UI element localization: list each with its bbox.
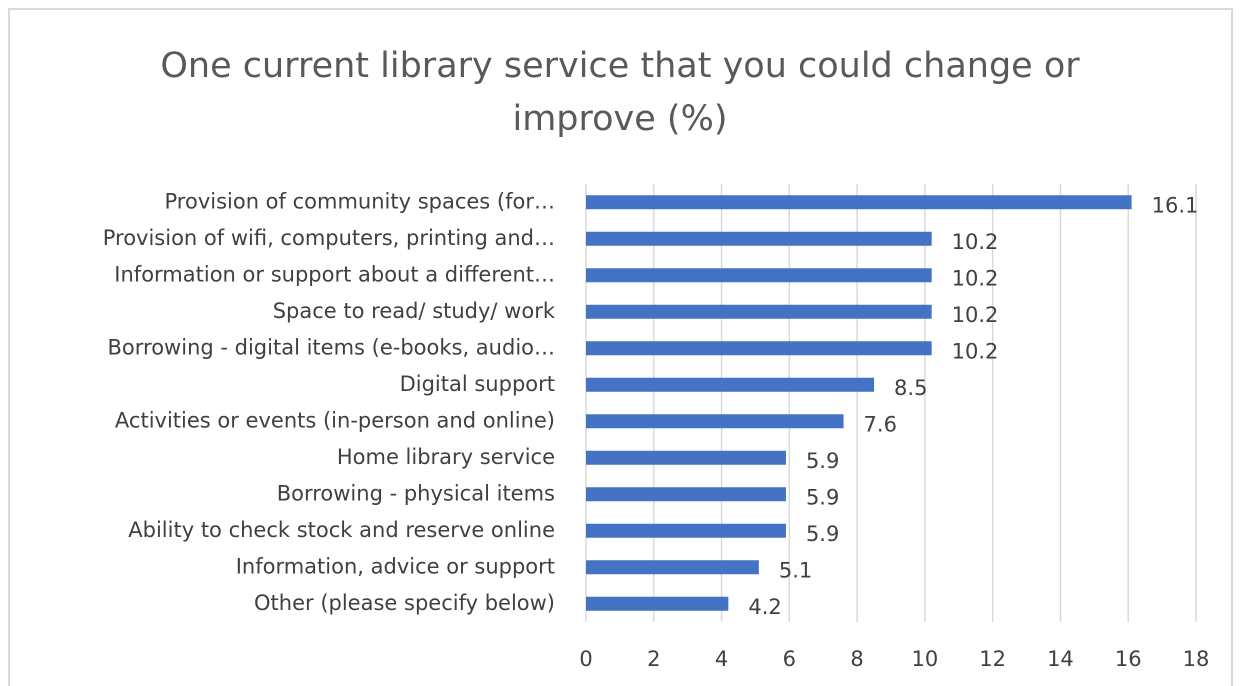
bar [586,487,786,502]
y-tick-label: Home library service [337,445,555,469]
bar [586,414,844,429]
value-label: 5.9 [806,449,839,473]
x-tick-label: 18 [1183,647,1210,671]
value-label: 5.9 [806,522,839,546]
y-tick-label: Space to read/ study/ work [273,299,556,323]
x-tick-label: 0 [579,647,592,671]
chart-title: One current library service that you cou… [160,46,1080,139]
y-tick-label: Activities or events (in-person and onli… [115,408,555,432]
y-tick-label: Provision of community spaces (for… [165,189,556,213]
value-label: 10.2 [952,339,999,363]
x-tick-label: 6 [783,647,796,671]
bar [586,560,759,575]
chart-frame [8,8,1233,686]
value-label: 10.2 [952,266,999,290]
x-tick-label: 2 [647,647,660,671]
value-label: 10.2 [952,230,999,254]
value-label: 5.1 [779,558,812,582]
value-label: 10.2 [952,303,999,327]
y-tick-label: Ability to check stock and reserve onlin… [128,518,555,542]
y-tick-label: Other (please specify below) [254,591,555,615]
bar [586,231,932,246]
bar [586,523,786,538]
x-tick-label: 16 [1115,647,1142,671]
value-label: 4.2 [748,595,781,619]
value-label: 7.6 [864,412,897,436]
x-tick-label: 4 [715,647,728,671]
bar [586,596,729,611]
y-tick-label: Information or support about a different… [114,262,555,286]
value-label: 5.9 [806,485,839,509]
bar [586,377,875,392]
bar [586,341,932,356]
x-tick-label: 8 [850,647,863,671]
bar [586,450,786,465]
bar [586,304,932,319]
x-tick-label: 12 [979,647,1006,671]
y-tick-label: Provision of wifi, computers, printing a… [103,226,555,250]
y-tick-label: Digital support [400,372,555,396]
value-label: 16.1 [1152,193,1199,217]
x-tick-label: 10 [912,647,939,671]
bar [586,268,932,283]
y-tick-label: Borrowing - digital items (e-books, audi… [108,335,555,359]
y-tick-label: Information, advice or support [236,554,555,578]
y-tick-label: Borrowing - physical items [277,481,555,505]
x-tick-label: 14 [1047,647,1074,671]
bar [586,195,1132,210]
value-label: 8.5 [894,376,927,400]
